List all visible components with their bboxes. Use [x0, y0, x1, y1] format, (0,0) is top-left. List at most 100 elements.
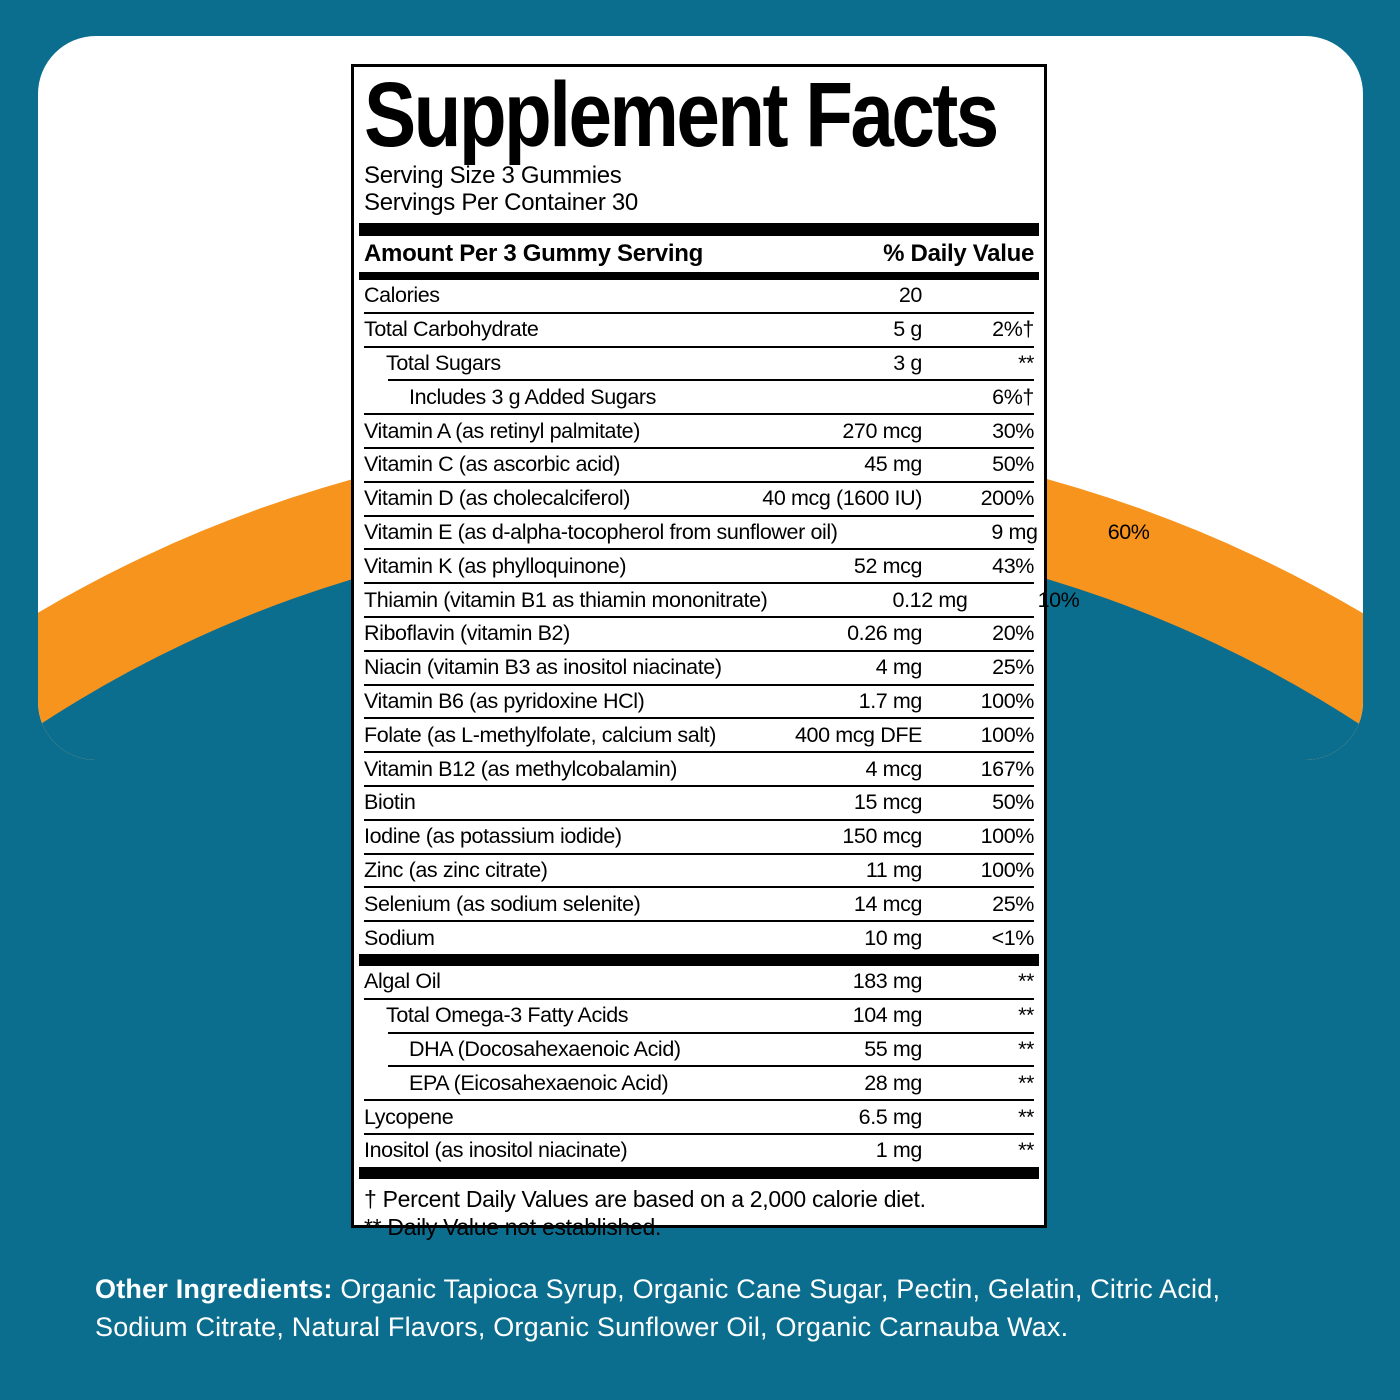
row-separator [364, 886, 1034, 889]
row-separator [364, 920, 1034, 923]
nutrient-amount: 104 mg [852, 1003, 923, 1028]
nutrient-row: Selenium (as sodium selenite) 14 mcg 25% [364, 888, 1034, 920]
row-separator [364, 784, 1034, 787]
nutrient-row: Vitamin A (as retinyl palmitate) 270 mcg 3… [364, 415, 1034, 447]
nutrient-row: Iodine (as potassium iodide) 150 mcg 100% [364, 821, 1034, 853]
nutrient-amount: 15 mcg [853, 790, 923, 815]
daily-value-column-header: % Daily Value [883, 240, 1034, 267]
nutrient-name: Total Omega-3 Fatty Acids [386, 1003, 629, 1028]
row-separator [388, 379, 1034, 382]
nutrient-name: Vitamin C (as ascorbic acid) [364, 452, 621, 477]
nutrient-name: Niacin (vitamin B3 as inositol niacinate… [364, 655, 722, 680]
table-header-row: Amount Per 3 Gummy Serving % Daily Value [364, 236, 1034, 272]
row-separator [364, 480, 1034, 483]
nutrient-amount: 10 mg [864, 925, 922, 950]
nutrient-name: Selenium (as sodium selenite) [364, 891, 641, 916]
nutrient-row: Calories 20 [364, 280, 1034, 312]
other-ingredients-text: Other Ingredients: Organic Tapioca Syrup… [95, 1270, 1320, 1346]
nutrient-name: Vitamin B12 (as methylcobalamin) [364, 756, 678, 781]
nutrient-name: Total Carbohydrate [364, 317, 539, 342]
nutrient-daily-value: ** [1018, 1138, 1034, 1163]
nutrient-daily-value: 100% [980, 824, 1035, 849]
nutrient-amount: 400 mcg DFE [794, 722, 922, 747]
row-separator [364, 649, 1034, 652]
nutrient-daily-value: ** [1018, 969, 1034, 994]
nutrient-daily-value: <1% [991, 925, 1035, 950]
nutrient-amount: 270 mcg [842, 418, 922, 443]
nutrient-row: Vitamin C (as ascorbic acid) 45 mg 50% [364, 449, 1034, 481]
nutrient-name: EPA (Eicosahexaenoic Acid) [409, 1070, 669, 1095]
nutrient-daily-value: 100% [980, 688, 1035, 713]
nutrient-row: Riboflavin (vitamin B2) 0.26 mg 20% [364, 618, 1034, 650]
nutrient-amount: 14 mcg [853, 891, 923, 916]
nutrient-daily-value: 10% [1037, 587, 1080, 612]
nutrient-name: Riboflavin (vitamin B2) [364, 621, 570, 646]
nutrient-amount: 0.12 mg [892, 587, 968, 612]
nutrient-daily-value: 43% [992, 553, 1034, 578]
nutrient-name: Includes 3 g Added Sugars [409, 384, 656, 409]
nutrient-name: Inositol (as inositol niacinate) [364, 1138, 628, 1163]
nutrient-row: Vitamin E (as d-alpha-tocopherol from su… [364, 517, 1150, 549]
nutrient-row: Inositol (as inositol niacinate) 1 mg ** [364, 1135, 1034, 1167]
nutrient-row: Thiamin (vitamin B1 as thiamin mononitra… [364, 584, 1080, 616]
nutrient-row: Zinc (as zinc citrate) 11 mg 100% [364, 855, 1034, 887]
row-separator [364, 683, 1034, 686]
nutrient-amount: 20 [898, 283, 923, 308]
nutrient-name: Biotin [364, 790, 416, 815]
nutrient-amount: 55 mg [864, 1036, 922, 1061]
row-separator [364, 717, 1034, 720]
row-separator [388, 1031, 1034, 1034]
amount-column-header: Amount Per 3 Gummy Serving [364, 240, 703, 267]
nutrient-name: Folate (as L-methylfolate, calcium salt) [364, 722, 717, 747]
row-separator [364, 751, 1034, 754]
nutrient-row: Algal Oil 183 mg ** [364, 966, 1034, 998]
nutrient-name: DHA (Docosahexaenoic Acid) [409, 1036, 681, 1061]
row-separator [388, 1065, 1034, 1068]
nutrient-name: Vitamin E (as d-alpha-tocopherol from su… [364, 519, 838, 544]
nutrient-daily-value: ** [1018, 1070, 1034, 1095]
nutrient-daily-value: 60% [1107, 519, 1150, 544]
nutrient-amount: 4 mg [875, 655, 923, 680]
nutrient-row: DHA (Docosahexaenoic Acid) 55 mg ** [364, 1034, 1034, 1066]
nutrient-table-main: Calories 20 Total Carbohydrate 5 g 2%† Total … [364, 280, 1150, 954]
supplement-facts-panel: Supplement Facts Serving Size 3 Gummies … [351, 64, 1150, 1240]
nutrient-row: Total Carbohydrate 5 g 2%† [364, 314, 1034, 346]
nutrient-daily-value: 6%† [992, 384, 1034, 409]
other-ingredients-line-1-rest: Organic Tapioca Syrup, Organic Cane Suga… [332, 1274, 1221, 1304]
nutrient-name: Calories [364, 283, 440, 308]
row-separator [364, 413, 1034, 416]
nutrient-daily-value: ** [1018, 1104, 1034, 1129]
nutrient-row: EPA (Eicosahexaenoic Acid) 28 mg ** [364, 1067, 1034, 1099]
nutrient-daily-value: 2%† [992, 317, 1034, 342]
footnote-not-established: ** Daily Value not established. [364, 1213, 662, 1240]
nutrient-table-oils: Algal Oil 183 mg ** Total Omega-3 Fatty Aci… [364, 966, 1034, 1167]
servings-per-container-text: Servings Per Container 30 [364, 189, 638, 216]
nutrient-row: Sodium 10 mg <1% [364, 922, 1034, 954]
nutrient-name: Vitamin K (as phylloquinone) [364, 553, 627, 578]
nutrient-row: Vitamin B6 (as pyridoxine HCl) 1.7 mg 100% [364, 686, 1034, 718]
nutrient-amount: 3 g [893, 350, 922, 375]
nutrient-daily-value: ** [1018, 1003, 1034, 1028]
row-separator [364, 1132, 1034, 1135]
serving-size-text: Serving Size 3 Gummies [364, 162, 622, 189]
nutrient-row: Vitamin K (as phylloquinone) 52 mcg 43% [364, 550, 1034, 582]
nutrient-amount: 1.7 mg [858, 688, 923, 713]
row-separator [364, 615, 1034, 618]
row-separator [364, 997, 1034, 1000]
footnotes: † Percent Daily Values are based on a 2,… [364, 1179, 1034, 1241]
nutrient-amount: 150 mcg [842, 824, 922, 849]
nutrient-row: Total Sugars 3 g ** [364, 348, 1034, 380]
row-separator [364, 548, 1034, 551]
section-divider-bar [359, 223, 1039, 236]
nutrient-amount: 6.5 mg [858, 1104, 923, 1129]
row-separator [364, 514, 1034, 517]
nutrient-amount: 9 mg [991, 519, 1038, 544]
row-separator [364, 852, 1034, 855]
row-separator [364, 818, 1034, 821]
nutrient-daily-value: ** [1018, 1036, 1034, 1061]
nutrient-amount: 5 g [893, 317, 922, 342]
row-separator [364, 311, 1034, 314]
nutrient-daily-value: 50% [992, 452, 1034, 477]
nutrient-daily-value: 167% [980, 756, 1035, 781]
